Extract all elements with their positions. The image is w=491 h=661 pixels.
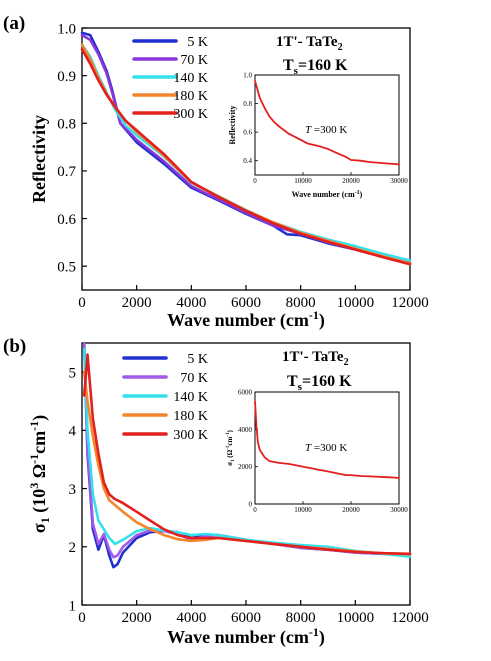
panel-a-label: (a) [3, 13, 25, 34]
panel-a-inset-ticks: 0 10000 20000 30000 0.4 0.6 0.8 1.0 [243, 71, 408, 185]
y-tick-label: 1.0 [57, 21, 76, 37]
y-tick-label: 1 [69, 598, 77, 614]
legend-a-label-70k: 70 K [180, 53, 208, 68]
y-tick-label: 0 [249, 500, 253, 508]
x-tick-label: 10000 [337, 610, 375, 626]
panel-b-series-group [82, 341, 412, 569]
y-tick-label: 6000 [238, 388, 253, 396]
panel-a-inset: 0 10000 20000 30000 0.4 0.6 0.8 1.0 Reflectivit… [228, 71, 408, 199]
inset-a-line-300k [254, 79, 400, 166]
panel-a-inset-annotation: T =300 K [305, 124, 347, 136]
y-tick-label: 1.0 [243, 71, 252, 79]
x-tick-label: 20000 [342, 506, 360, 514]
legend-b-label-140k: 140 K [173, 390, 208, 405]
x-tick-label: 2000 [122, 295, 152, 311]
y-tick-label: 3 [69, 482, 77, 498]
y-tick-label: 0.8 [57, 117, 76, 133]
panel-b-inset-series-group [254, 400, 400, 479]
y-tick-label: 2 [69, 540, 77, 556]
series-line-b-300k [82, 353, 412, 556]
panel-a: (a) 0 2000 4000 6000 8000 10000 12000 0.5 0.6 0.7… [3, 13, 429, 331]
panel-a-inset-y-label: Reflectivity [228, 105, 237, 144]
x-tick-label: 0 [253, 177, 257, 185]
legend-b-label-300k: 300 K [173, 428, 208, 443]
y-tick-label: 0.4 [243, 157, 252, 165]
y-tick-label: 0.8 [243, 100, 252, 108]
x-tick-label: 6000 [231, 295, 261, 311]
series-line-a-300k [80, 48, 412, 266]
y-tick-label: 4000 [238, 426, 253, 434]
y-tick-label: 2000 [238, 463, 253, 471]
x-tick-label: 30000 [390, 506, 408, 514]
x-tick-label: 6000 [231, 610, 261, 626]
x-tick-label: 0 [78, 295, 86, 311]
y-tick-label: 0.6 [57, 212, 76, 228]
panel-b-ts-label: Ts=160 K [287, 373, 352, 393]
panel-b: (b) 0 2000 4000 6000 8000 10000 12000 1 2 3 4 5 σ1 … [3, 336, 429, 648]
x-tick-label: 10000 [337, 295, 375, 311]
panel-b-x-axis-label: Wave number (cm-1) [167, 625, 325, 648]
panel-a-y-axis-label: Reflectivity [29, 115, 49, 203]
x-tick-label: 2000 [122, 610, 152, 626]
panel-b-inset: 0 10000 20000 30000 0 2000 4000 6000 σ1 (Ω-1cm-… [226, 388, 408, 514]
panel-a-material-label: 1T'- TaTe2 [276, 34, 343, 53]
inset-b-line-300k [254, 400, 400, 479]
x-tick-label: 8000 [286, 295, 316, 311]
panel-b-label: (b) [3, 336, 26, 357]
panel-a-inset-frame [254, 74, 400, 176]
panel-a-series-group [80, 31, 412, 266]
panel-b-legend: 5 K 70 K 140 K 180 K 300 K [122, 352, 208, 443]
y-tick-label: 4 [69, 424, 77, 440]
x-tick-label: 12000 [391, 610, 429, 626]
x-tick-label: 10000 [294, 506, 312, 514]
panel-a-legend: 5 K 70 K 140 K 180 K 300 K [132, 35, 208, 122]
panel-a-axis-ticks: 0 2000 4000 6000 8000 10000 120000.50.60.70.80… [57, 21, 429, 311]
legend-a-label-5k: 5 K [187, 35, 208, 50]
legend-b-label-5k: 5 K [187, 352, 208, 367]
y-tick-label: 5 [69, 365, 77, 381]
legend-b-label-70k: 70 K [180, 371, 208, 386]
x-tick-label: 4000 [176, 295, 206, 311]
panel-b-inset-annotation: T =300 K [305, 442, 347, 454]
x-tick-label: 0 [78, 610, 86, 626]
x-tick-label: 12000 [391, 295, 429, 311]
panel-b-inset-frame [254, 391, 400, 505]
panel-a-x-axis-label: Wave number (cm-1) [167, 308, 325, 331]
x-tick-label: 10000 [294, 177, 312, 185]
panel-a-inset-x-label: Wave number (cm-1) [292, 190, 363, 199]
y-tick-label: 0.7 [57, 164, 76, 180]
panel-a-ts-label: Ts=160 K [283, 57, 348, 77]
legend-a-label-180k: 180 K [173, 89, 208, 104]
legend-b-label-180k: 180 K [173, 409, 208, 424]
panel-b-material-label: 1T'- TaTe2 [282, 349, 349, 368]
x-tick-label: 4000 [176, 610, 206, 626]
y-tick-label: 0.6 [243, 129, 252, 137]
panel-b-y-axis-label: σ1 (103 Ω-1cm-1) [27, 415, 52, 533]
panel-b-inset-ticks: 0 10000 20000 30000 0 2000 4000 6000 [238, 388, 408, 514]
x-tick-label: 20000 [342, 177, 360, 185]
panel-a-inset-series-group [254, 79, 400, 166]
panel-b-inset-y-label: σ1 (Ω-1cm-1) [226, 430, 236, 466]
y-tick-label: 0.9 [57, 69, 76, 85]
legend-a-label-300k: 300 K [173, 107, 208, 122]
x-tick-label: 8000 [286, 610, 316, 626]
x-tick-label: 0 [253, 506, 257, 514]
legend-a-label-140k: 140 K [173, 71, 208, 86]
y-tick-label: 0.5 [57, 259, 76, 275]
panel-b-axis-ticks: 0 2000 4000 6000 8000 10000 12000 1 2 3 4 5 [69, 365, 429, 626]
x-tick-label: 30000 [390, 177, 408, 185]
